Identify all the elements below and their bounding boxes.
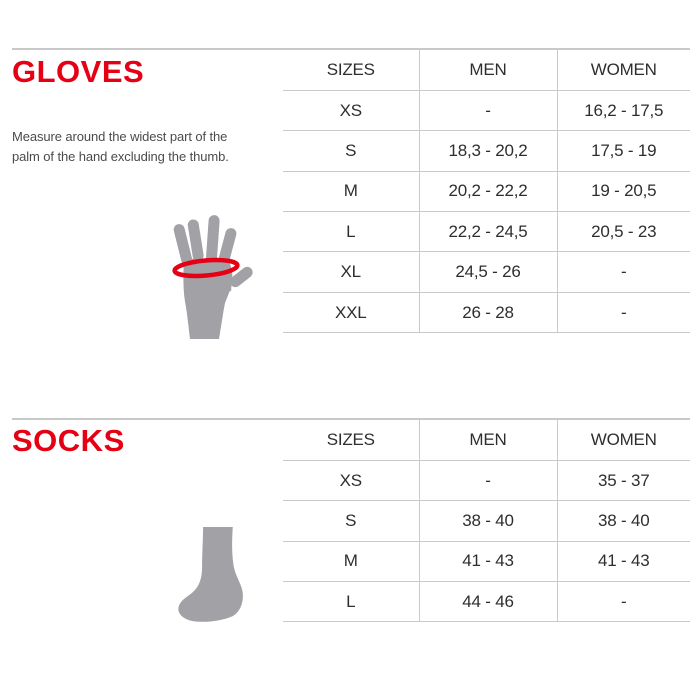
size-cell: XXL xyxy=(283,292,419,334)
size-cell: XS xyxy=(283,90,419,132)
table-row: M 20,2 - 22,2 19 - 20,5 xyxy=(283,171,690,213)
women-cell: 19 - 20,5 xyxy=(556,171,690,213)
header-row: SIZES MEN WOMEN xyxy=(283,50,690,91)
socks-section-divider xyxy=(12,418,690,420)
column-header-women: WOMEN xyxy=(556,420,690,461)
size-cell: S xyxy=(283,130,419,172)
women-cell: 20,5 - 23 xyxy=(556,211,690,253)
column-header-sizes: SIZES xyxy=(283,420,419,461)
women-cell: 38 - 40 xyxy=(556,500,690,542)
gloves-size-table: SIZES MEN WOMEN XS -16,2 - 17,5 S 18,3 - 20… xyxy=(283,50,690,334)
size-cell: L xyxy=(283,581,419,623)
table-row: XS -16,2 - 17,5 xyxy=(283,90,690,132)
women-cell: 16,2 - 17,5 xyxy=(556,90,690,132)
men-cell: 22,2 - 24,5 xyxy=(418,211,557,253)
table-row: L 22,2 - 24,5 20,5 - 23 xyxy=(283,211,690,253)
socks-size-table: SIZES MEN WOMEN XS -35 - 37 S 38 - 40 38 - 4… xyxy=(283,420,690,623)
table-row: S 18,3 - 20,2 17,5 - 19 xyxy=(283,130,690,172)
men-cell: 24,5 - 26 xyxy=(418,251,557,293)
column-header-men: MEN xyxy=(418,420,557,461)
men-cell: 38 - 40 xyxy=(418,500,557,542)
gloves-section-title: GLOVES xyxy=(12,54,145,89)
men-cell: - xyxy=(418,460,557,502)
size-cell: S xyxy=(283,500,419,542)
women-cell: - xyxy=(556,292,690,334)
sock-icon xyxy=(178,527,243,622)
table-row: M 41 - 43 41 - 43 xyxy=(283,541,690,583)
size-cell: M xyxy=(283,541,419,583)
men-cell: 26 - 28 xyxy=(418,292,557,334)
men-cell: 44 - 46 xyxy=(418,581,557,623)
column-header-sizes: SIZES xyxy=(283,50,419,91)
women-cell: 17,5 - 19 xyxy=(556,130,690,172)
table-row: L 44 - 46- xyxy=(283,581,690,623)
size-cell: XL xyxy=(283,251,419,293)
gloves-section-divider xyxy=(12,48,690,50)
hand-measure-band-icon xyxy=(172,215,253,339)
table-row: XL 24,5 - 26- xyxy=(283,251,690,293)
size-cell: XS xyxy=(283,460,419,502)
men-cell: 20,2 - 22,2 xyxy=(418,171,557,213)
socks-section-title: SOCKS xyxy=(12,423,125,458)
size-cell: M xyxy=(283,171,419,213)
men-cell: - xyxy=(418,90,557,132)
column-header-men: MEN xyxy=(418,50,557,91)
women-cell: 35 - 37 xyxy=(556,460,690,502)
women-cell: - xyxy=(556,581,690,623)
men-cell: 18,3 - 20,2 xyxy=(418,130,557,172)
women-cell: - xyxy=(556,251,690,293)
women-cell: 41 - 43 xyxy=(556,541,690,583)
gloves-measure-instructions: Measure around the widest part of the pa… xyxy=(12,127,229,167)
men-cell: 41 - 43 xyxy=(418,541,557,583)
header-row: SIZES MEN WOMEN xyxy=(283,420,690,461)
instructions-line-2: palm of the hand excluding the thumb. xyxy=(12,149,229,164)
table-row: S 38 - 40 38 - 40 xyxy=(283,500,690,542)
table-row: XXL 26 - 28- xyxy=(283,292,690,334)
column-header-women: WOMEN xyxy=(556,50,690,91)
size-cell: L xyxy=(283,211,419,253)
instructions-line-1: Measure around the widest part of the xyxy=(12,129,228,144)
table-row: XS -35 - 37 xyxy=(283,460,690,502)
